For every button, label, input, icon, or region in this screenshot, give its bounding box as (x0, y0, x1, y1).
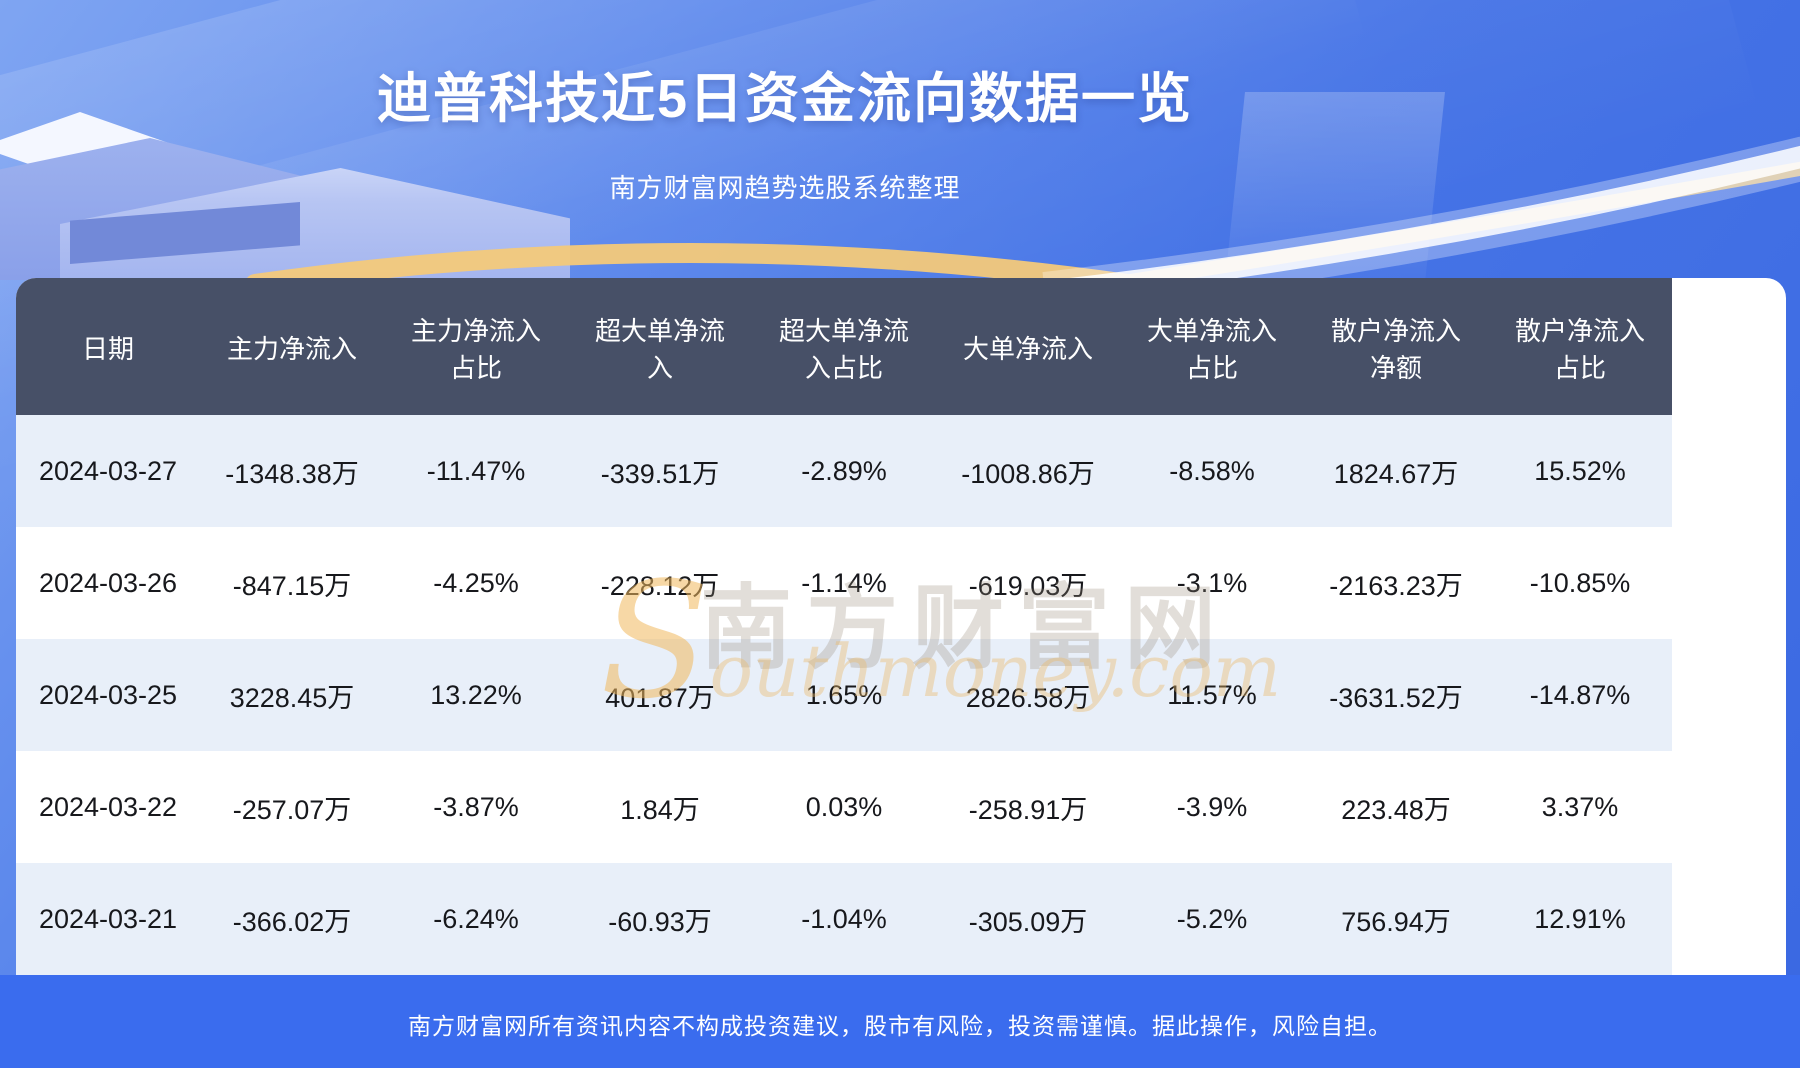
table-cell: 3228.45万 (229, 682, 355, 713)
table-row: 2024-03-27 -1348.38万 -11.47% -339.51万 -2.89%… (16, 415, 1672, 527)
table-row: 2024-03-25 3228.45万 13.22% 401.87万 1.65% 2826… (16, 639, 1672, 751)
table-cell: 401.87万 (605, 682, 715, 713)
table-cell: 15.52% (1534, 455, 1626, 486)
table-cell: 1.65% (805, 679, 883, 710)
table-row: 2024-03-26 -847.15万 -4.25% -228.12万 -1.14% -6… (16, 527, 1672, 639)
building-window (70, 202, 300, 264)
table-cell: -228.12万 (600, 570, 720, 601)
table-cell: -2163.23万 (1329, 570, 1463, 601)
header-row: 日期 主力净流入 主力净流入 占比 超大单净流 入超大单净流 入占比 大单净流入 大单净流… (16, 278, 1672, 415)
table-cell: -619.03万 (968, 570, 1088, 601)
table-cell: -3.9% (1176, 791, 1248, 822)
table-cell: -4.25% (433, 567, 519, 598)
table-cell: 1.84万 (620, 794, 700, 825)
header-cell: 日期 (81, 334, 134, 364)
header-cell: 大单净流入 (962, 334, 1093, 364)
table-cell: 223.48万 (1341, 794, 1451, 825)
table-cell: 12.91% (1534, 903, 1626, 934)
table-cell: -1.04% (801, 903, 887, 934)
table-cell: -847.15万 (232, 570, 352, 601)
header-cell: 大单净流入 占比 (1146, 315, 1277, 383)
table-cell: -10.85% (1529, 567, 1631, 598)
header-cell: 散户净流入 净额 (1330, 315, 1461, 383)
table-cell: -305.09万 (968, 906, 1088, 937)
building-block (0, 138, 320, 280)
table-cell: -3.87% (433, 791, 519, 822)
table-cell: -1.14% (801, 567, 887, 598)
table-cell: 13.22% (430, 679, 522, 710)
table-cell: 2024-03-25 (38, 679, 178, 710)
table-cell: -60.93万 (608, 906, 712, 937)
page-subtitle: 南方财富网趋势选股系统整理 (609, 173, 961, 203)
table-cell: -14.87% (1529, 679, 1631, 710)
table-cell: -1348.38万 (225, 458, 359, 489)
header-cell: 超大单净流 入占比 (778, 315, 909, 383)
table-cell: 2826.58万 (965, 682, 1091, 713)
table-cell: -5.2% (1176, 903, 1248, 934)
header-cell: 散户净流入 占比 (1514, 315, 1645, 383)
table-cell: 3.37% (1541, 791, 1619, 822)
table-cell: -3631.52万 (1329, 682, 1463, 713)
table-cell: -8.58% (1169, 455, 1255, 486)
fund-flow-table: 日期 主力净流入 主力净流入 占比 超大单净流 入超大单净流 入占比 大单净流入 大单净流… (16, 278, 1786, 975)
footer-band: 南方财富网所有资讯内容不构成投资建议，股市有风险，投资需谨慎。据此操作，风险自担… (0, 975, 1800, 1068)
table-cell: 2024-03-27 (38, 455, 178, 486)
table-cell: -3.1% (1176, 567, 1248, 598)
table-body: 2024-03-27 -1348.38万 -11.47% -339.51万 -2.89%… (16, 415, 1672, 975)
disclaimer-text: 南方财富网所有资讯内容不构成投资建议，股市有风险，投资需谨慎。据此操作，风险自担… (408, 1013, 1392, 1039)
table-cell: -366.02万 (232, 906, 352, 937)
table-cell: 756.94万 (1341, 906, 1451, 937)
data-table: 日期 主力净流入 主力净流入 占比 超大单净流 入超大单净流 入占比 大单净流入 大单净流… (16, 278, 1672, 975)
table-cell: -6.24% (433, 903, 519, 934)
table-cell: -2.89% (801, 455, 887, 486)
header-cell: 超大单净流 入 (594, 315, 725, 383)
table-cell: 1824.67万 (1333, 458, 1459, 489)
table-cell: 0.03% (805, 791, 883, 822)
table-cell: 2024-03-21 (38, 903, 178, 934)
table-cell: -1008.86万 (961, 458, 1095, 489)
table-cell: 11.57% (1167, 679, 1257, 710)
table-row: 2024-03-21 -366.02万 -6.24% -60.93万 -1.04% -30… (16, 863, 1672, 975)
table-cell: -11.47% (426, 455, 526, 486)
header-cell: 主力净流入 占比 (410, 315, 541, 383)
table-row: 2024-03-22 -257.07万 -3.87% 1.84万 0.03% -258.9… (16, 751, 1672, 863)
page-title: 迪普科技近5日资金流向数据一览 (376, 69, 1194, 129)
header-cell: 主力净流入 (226, 334, 357, 364)
table-cell: 2024-03-26 (38, 567, 178, 598)
table-cell: -258.91万 (968, 794, 1088, 825)
table-cell: -257.07万 (232, 794, 352, 825)
table-cell: 2024-03-22 (38, 791, 178, 822)
table-cell: -339.51万 (600, 458, 720, 489)
